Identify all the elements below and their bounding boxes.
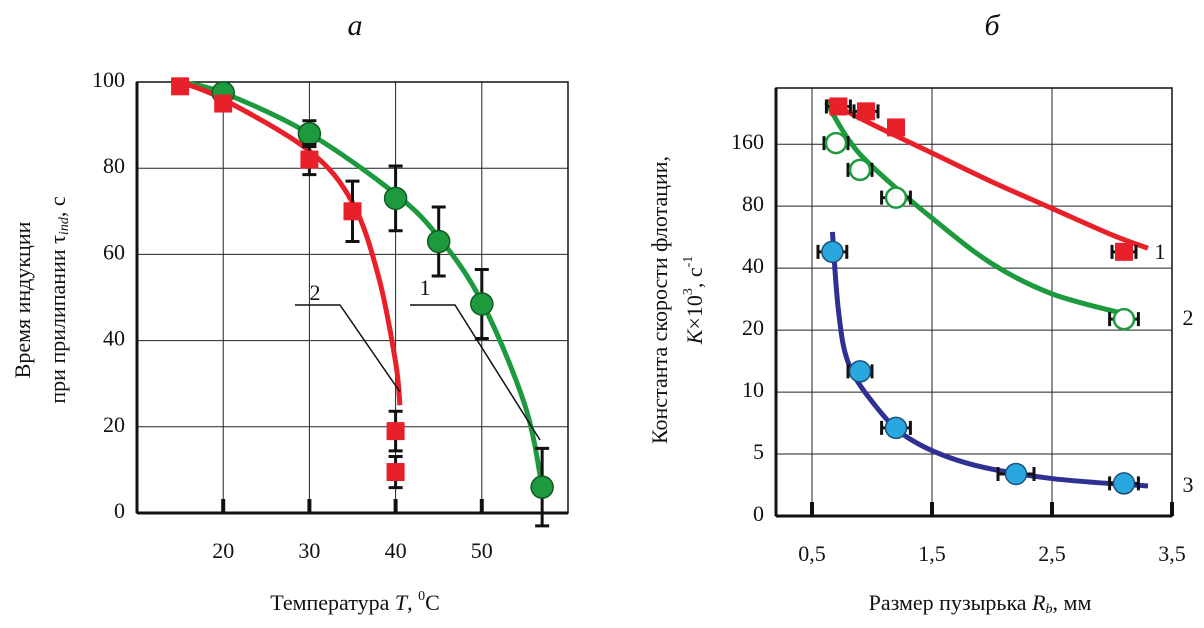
marker	[530, 475, 554, 499]
marker	[470, 292, 494, 316]
x-tick-label: 3,5	[1158, 541, 1186, 566]
series-label: 1	[1155, 239, 1166, 264]
marker	[386, 422, 405, 441]
x-tick-label: 0,5	[798, 541, 826, 566]
plot-frame	[136, 81, 569, 514]
y-tick-label: 20	[742, 315, 764, 340]
chart-title: б	[984, 9, 1000, 42]
x-tick-label: 30	[298, 538, 320, 563]
x-tick-label: 1,5	[918, 541, 946, 566]
marker	[1115, 242, 1133, 261]
y-tick-label: 40	[103, 326, 125, 351]
y-tick-label: 160	[731, 129, 764, 154]
series-label: 2	[1183, 305, 1194, 330]
marker	[857, 102, 875, 121]
marker	[848, 360, 872, 383]
marker	[824, 131, 848, 155]
marker	[426, 229, 451, 254]
fit-curve	[829, 231, 1149, 489]
fit-curve	[825, 98, 1149, 251]
y-axis-label: Константа скорости флотации,	[647, 156, 672, 444]
leader-line	[295, 304, 401, 393]
x-axis-label: Температура T, 0С	[270, 589, 440, 615]
y-axis-label: Время индукции	[10, 221, 35, 378]
marker	[829, 97, 848, 116]
marker	[386, 463, 405, 482]
y-tick-label: 20	[103, 412, 125, 437]
x-tick-label: 50	[471, 538, 493, 563]
y-tick-label: 80	[103, 153, 125, 178]
marker	[214, 94, 233, 113]
marker	[1004, 462, 1028, 486]
x-tick-label: 40	[385, 538, 407, 563]
marker	[1112, 472, 1136, 495]
chart-title: а	[348, 9, 363, 42]
fit-curve	[824, 101, 1125, 317]
marker	[383, 186, 408, 211]
marker	[887, 118, 905, 137]
y-tick-label: 5	[753, 439, 764, 464]
series-label: 2	[310, 280, 321, 305]
x-tick-label: 20	[212, 538, 234, 563]
marker	[171, 77, 190, 96]
y-axis-label: при прилипании τind, с	[45, 196, 72, 403]
leader-line	[410, 304, 541, 441]
x-tick-label: 2,5	[1038, 541, 1066, 566]
y-tick-label: 60	[103, 239, 125, 264]
fit-curve	[179, 79, 403, 406]
y-tick-label: 0	[753, 501, 764, 526]
series-label: 1	[420, 275, 431, 300]
marker	[300, 150, 319, 169]
marker	[343, 202, 362, 221]
marker	[884, 186, 908, 209]
marker	[848, 158, 872, 182]
y-tick-label: 0	[114, 498, 125, 523]
y-tick-label: 10	[742, 377, 764, 402]
marker	[1112, 307, 1136, 331]
y-tick-label: 80	[742, 191, 764, 216]
x-axis-label: Размер пузырька Rb, мм	[869, 590, 1092, 617]
y-tick-label: 40	[742, 253, 764, 278]
y-axis-label: K×103, с-1	[681, 256, 707, 346]
marker	[884, 416, 908, 440]
marker	[297, 121, 322, 146]
fit-curve	[179, 79, 545, 488]
y-tick-label: 100	[92, 67, 125, 92]
marker	[821, 240, 844, 264]
series-label: 3	[1183, 472, 1194, 497]
